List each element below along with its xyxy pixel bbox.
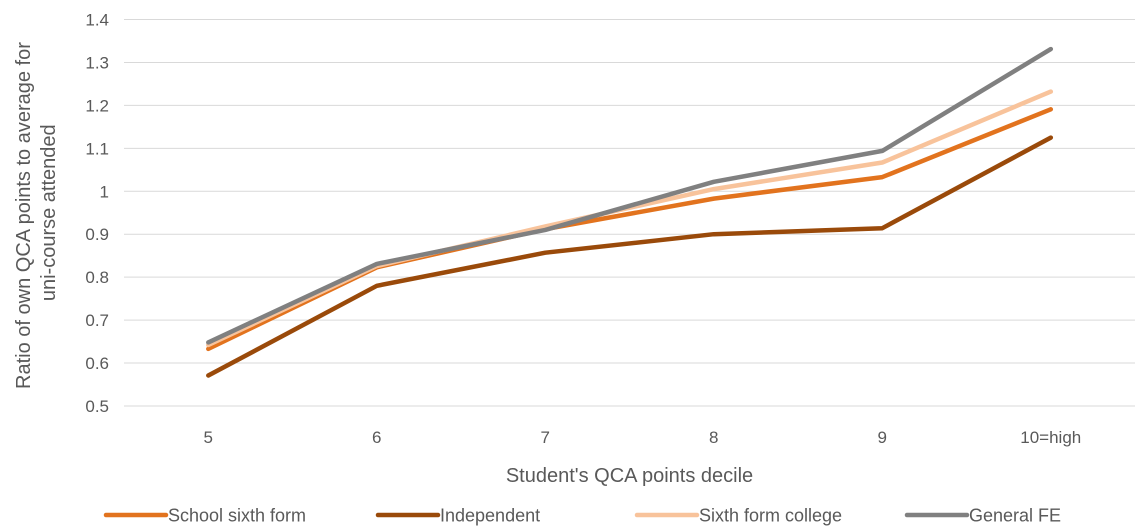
legend-label: School sixth form <box>168 506 306 526</box>
legend-label: Independent <box>440 506 540 526</box>
legend-item: Sixth form college <box>634 506 842 526</box>
y-tick-label: 1.3 <box>85 53 109 72</box>
legend-item: School sixth form <box>103 506 306 526</box>
x-tick-label: 7 <box>541 428 550 447</box>
x-tick-label: 10=high <box>1020 428 1081 447</box>
series-lines <box>206 46 1054 378</box>
x-tick-label: 6 <box>372 428 381 447</box>
legend-item: General FE <box>904 506 1061 526</box>
x-axis-tick-labels: 5 6 7 8 9 10=high <box>204 428 1082 447</box>
y-axis-tick-labels: 0.5 0.6 0.7 0.8 0.9 1 1.1 1.2 1.3 1.4 <box>85 11 109 417</box>
y-tick-label: 1 <box>100 182 109 201</box>
y-tick-label: 1.4 <box>85 11 109 30</box>
x-axis-title: Student's QCA points decile <box>506 465 753 487</box>
x-tick-label: 5 <box>204 428 213 447</box>
y-tick-label: 0.8 <box>85 268 109 287</box>
x-tick-label: 8 <box>709 428 718 447</box>
legend-item: Independent <box>375 506 540 526</box>
legend: School sixth form Independent Sixth form c… <box>103 506 1061 526</box>
legend-label: Sixth form college <box>699 506 842 526</box>
y-axis-title-line-2: uni-course attended <box>38 124 60 301</box>
gridlines <box>124 19 1135 407</box>
y-axis-title: Ratio of own QCA points to average for u… <box>13 37 60 389</box>
series-line-general-fe <box>206 46 1054 345</box>
y-tick-label: 0.9 <box>85 225 109 244</box>
y-tick-label: 0.7 <box>85 311 109 330</box>
y-tick-label: 1.1 <box>85 139 109 158</box>
x-tick-label: 9 <box>878 428 887 447</box>
legend-label: General FE <box>969 506 1061 526</box>
y-tick-label: 0.6 <box>85 354 109 373</box>
series-line-independent <box>206 135 1054 378</box>
y-axis-title-line-1: Ratio of own QCA points to average for <box>13 42 35 389</box>
y-tick-label: 0.5 <box>85 397 109 416</box>
y-tick-label: 1.2 <box>85 96 109 115</box>
